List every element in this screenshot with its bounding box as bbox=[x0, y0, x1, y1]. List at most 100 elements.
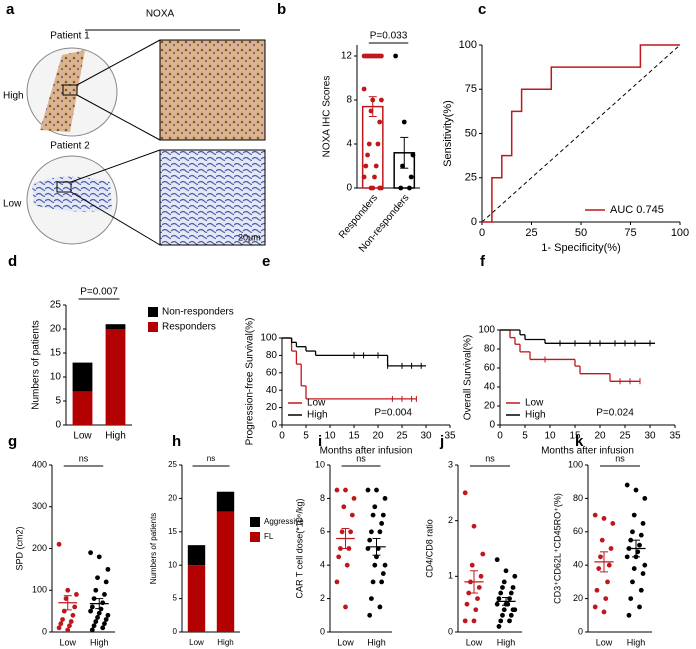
data-point bbox=[407, 185, 412, 191]
significance-label: ns bbox=[485, 453, 495, 463]
x-tick-label: High bbox=[105, 431, 126, 442]
data-point bbox=[95, 614, 100, 620]
scale-bar-label: 20μm bbox=[238, 232, 261, 242]
data-point bbox=[498, 590, 504, 596]
data-point bbox=[380, 571, 386, 576]
y-tick-label: 100 bbox=[32, 585, 47, 595]
data-point bbox=[60, 617, 65, 622]
panel-letter: j bbox=[439, 433, 444, 450]
y-tick-label: 3 bbox=[448, 459, 453, 469]
data-point bbox=[370, 579, 376, 585]
y-axis-label: CD4/CD8 ratio bbox=[424, 519, 434, 578]
data-point bbox=[501, 607, 507, 613]
data-point bbox=[594, 587, 600, 593]
y-axis-label: Sensitivity(%) bbox=[442, 100, 454, 167]
data-point bbox=[503, 568, 509, 574]
x-tick-label: High bbox=[367, 637, 386, 647]
data-point bbox=[105, 566, 111, 572]
data-point bbox=[89, 604, 95, 610]
data-point bbox=[334, 579, 340, 585]
zoom-region bbox=[62, 84, 78, 96]
data-point bbox=[363, 163, 369, 169]
data-point bbox=[374, 487, 379, 493]
y-tick-label: 0 bbox=[489, 420, 495, 431]
data-point bbox=[72, 604, 78, 610]
y-tick-label: 0 bbox=[173, 627, 178, 636]
x-tick-label: Low bbox=[466, 637, 483, 647]
group-label: High bbox=[3, 91, 24, 102]
legend-swatch bbox=[148, 322, 158, 332]
y-tick-label: 60 bbox=[484, 363, 496, 374]
x-tick-label: 5 bbox=[522, 431, 528, 442]
data-point bbox=[382, 562, 388, 568]
data-point bbox=[628, 596, 634, 601]
data-point bbox=[372, 562, 378, 568]
tissue-stain bbox=[32, 176, 112, 212]
data-point bbox=[341, 504, 347, 510]
panel-title: NOXA bbox=[146, 9, 175, 20]
x-tick-label: 35 bbox=[669, 431, 681, 442]
y-tick-label: 25 bbox=[50, 300, 62, 311]
y-tick-label: 0 bbox=[271, 420, 277, 431]
x-tick-label: 100 bbox=[671, 227, 689, 239]
panel-letter: c bbox=[478, 1, 486, 18]
significance-label: P=0.007 bbox=[80, 287, 118, 298]
data-point bbox=[642, 562, 648, 568]
data-point bbox=[367, 537, 373, 543]
data-point bbox=[462, 490, 468, 496]
data-point bbox=[96, 610, 102, 616]
y-tick-label: 4 bbox=[320, 560, 325, 570]
y-tick-label: 100 bbox=[478, 325, 495, 336]
zoom-line bbox=[70, 149, 161, 183]
data-point bbox=[507, 618, 512, 624]
data-point bbox=[374, 554, 379, 560]
data-point bbox=[473, 607, 479, 613]
x-tick-label: 30 bbox=[644, 431, 656, 442]
zoom-line bbox=[76, 94, 161, 141]
data-point bbox=[606, 562, 612, 568]
significance-label: ns bbox=[207, 454, 215, 463]
data-point bbox=[476, 585, 482, 590]
data-point bbox=[631, 512, 637, 518]
data-point bbox=[503, 601, 509, 607]
reference-diagonal bbox=[481, 44, 681, 223]
data-point bbox=[348, 529, 354, 535]
x-tick-label: Low bbox=[189, 638, 204, 647]
data-point bbox=[480, 551, 486, 557]
x-tick-label: 75 bbox=[624, 227, 636, 239]
data-point bbox=[605, 579, 610, 585]
data-point bbox=[507, 596, 512, 601]
data-point bbox=[638, 587, 644, 593]
data-point bbox=[510, 585, 516, 590]
data-point bbox=[626, 612, 632, 618]
data-point bbox=[608, 546, 614, 551]
panel-letter: g bbox=[8, 433, 17, 450]
y-axis-label: Numbers of patients bbox=[149, 513, 158, 585]
data-point bbox=[626, 546, 632, 551]
data-point bbox=[637, 542, 642, 548]
x-tick-label: 25 bbox=[525, 227, 537, 239]
x-tick-label: 30 bbox=[420, 431, 432, 442]
data-point bbox=[631, 566, 637, 571]
bar-segment bbox=[187, 565, 206, 632]
data-point bbox=[640, 571, 646, 576]
y-tick-label: 0 bbox=[578, 626, 583, 636]
data-point bbox=[633, 487, 639, 493]
data-point bbox=[96, 554, 102, 560]
y-tick-label: 100 bbox=[459, 39, 477, 51]
y-tick-label: 20 bbox=[50, 324, 62, 335]
data-point bbox=[379, 97, 384, 103]
data-point bbox=[56, 541, 62, 547]
panel-letter: d bbox=[8, 253, 17, 270]
data-point bbox=[471, 618, 477, 624]
x-tick-label: 15 bbox=[569, 431, 581, 442]
data-point bbox=[512, 573, 518, 579]
panel-letter: a bbox=[6, 1, 15, 18]
x-tick-label: 20 bbox=[372, 431, 384, 442]
y-tick-label: 10 bbox=[168, 560, 177, 569]
y-tick-label: 300 bbox=[32, 501, 47, 511]
data-point bbox=[93, 619, 99, 624]
zoom-line bbox=[76, 39, 161, 86]
x-tick-label: 0 bbox=[497, 431, 503, 442]
